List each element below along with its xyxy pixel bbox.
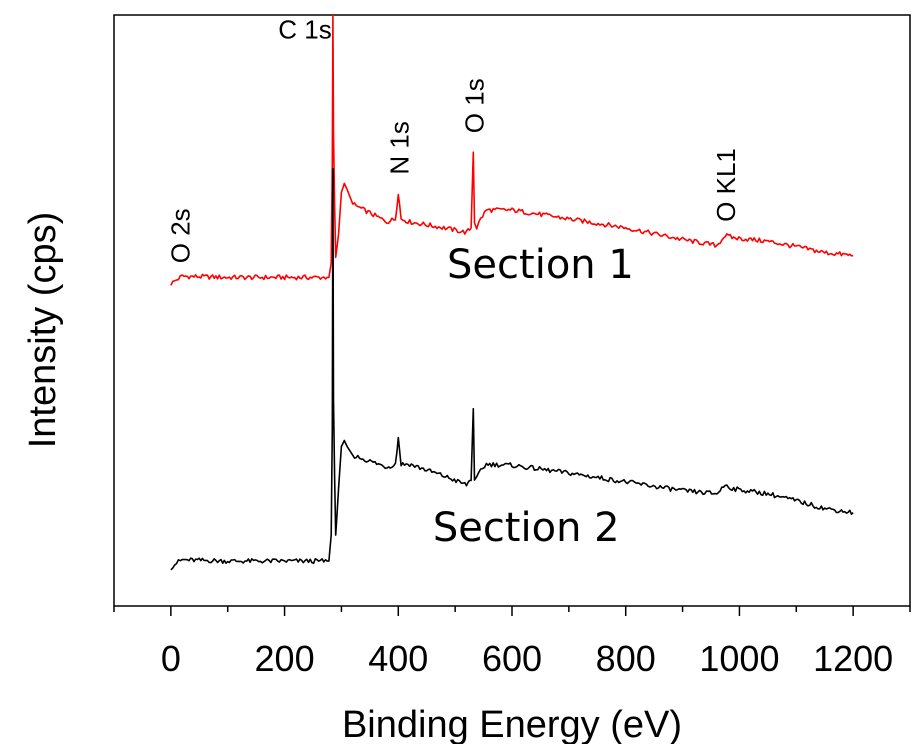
x-tick-label: 800 xyxy=(596,638,656,679)
x-tick-label: 1000 xyxy=(699,638,779,679)
x-tick-label: 0 xyxy=(161,638,181,679)
peak-label: C 1s xyxy=(278,15,331,45)
section-label: Section 2 xyxy=(433,505,620,551)
x-tick-label: 600 xyxy=(482,638,542,679)
peak-label: O 1s xyxy=(459,78,489,133)
peak-label: O 2s xyxy=(165,208,195,263)
x-axis-ticks: 0 200 400 600 800 1000 1200 xyxy=(113,606,911,679)
peak-label: N 1s xyxy=(384,121,414,174)
x-tick-label: 200 xyxy=(255,638,315,679)
series-line-2 xyxy=(170,167,854,571)
x-axis-title: Binding Energy (eV) xyxy=(342,704,682,744)
section-label: Section 1 xyxy=(447,242,634,288)
x-tick-label: 400 xyxy=(368,638,428,679)
series-line-1 xyxy=(170,14,854,286)
y-axis-title: Intensity (cps) xyxy=(22,212,64,449)
series-layer xyxy=(170,14,854,571)
x-tick-label: 1200 xyxy=(813,638,893,679)
annotation-layer: C 1s N 1s O 1s O KL1 O 2s Section 1 Section 2 xyxy=(165,15,741,551)
peak-label: O KL1 xyxy=(711,148,741,222)
